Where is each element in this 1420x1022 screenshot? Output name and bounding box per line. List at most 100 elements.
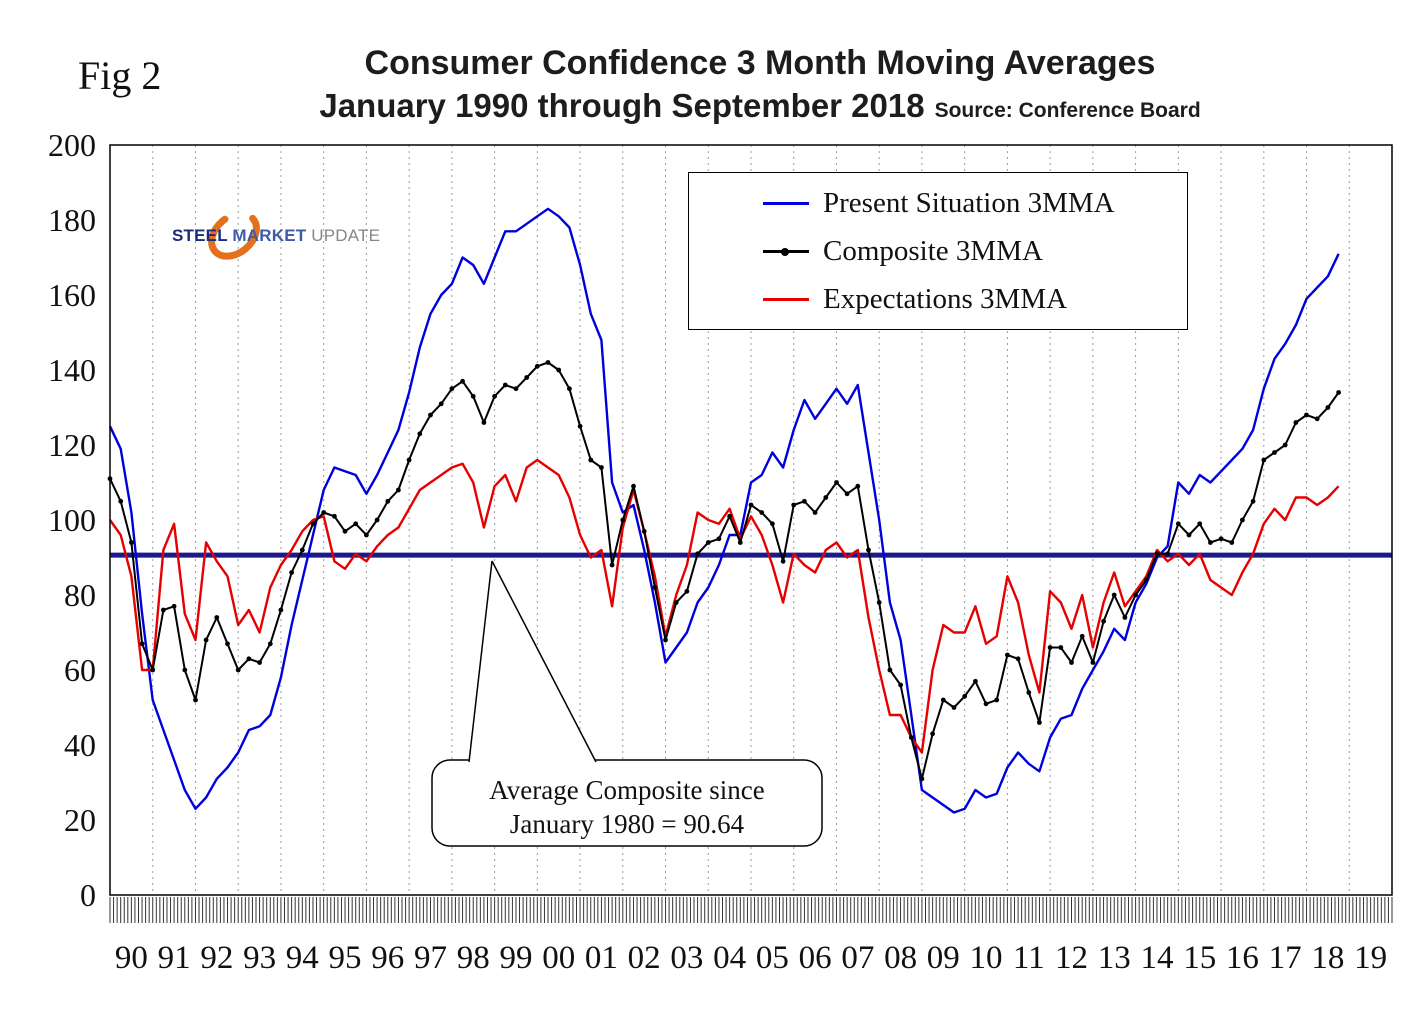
series-marker [1122, 615, 1128, 620]
series-marker [406, 457, 412, 463]
series-marker [310, 521, 316, 527]
x-axis-year-label: 13 [1098, 940, 1131, 976]
series-marker [1208, 540, 1213, 545]
series-marker [1047, 645, 1053, 650]
chart-subtitle: January 1990 through September 2018 Sourc… [100, 87, 1420, 125]
series-marker [673, 600, 679, 605]
series-marker [652, 585, 658, 590]
series-marker [1186, 532, 1192, 538]
data-series-layer [107, 207, 1341, 814]
series-marker [823, 495, 829, 500]
callout-line2: January 1980 = 90.64 [510, 809, 745, 839]
callout-tail-edge-right [491, 560, 597, 763]
series-marker [1197, 521, 1203, 527]
series-marker [631, 483, 636, 489]
y-axis-label: 20 [64, 802, 96, 838]
series-marker [193, 697, 198, 703]
series-marker [246, 656, 252, 662]
series-marker [983, 701, 989, 707]
x-axis-year-label: 16 [1226, 940, 1259, 976]
series-marker [118, 498, 124, 504]
series-marker [396, 487, 401, 493]
figure-number: Fig 2 [78, 53, 162, 98]
x-axis-year-label: 07 [841, 940, 874, 976]
series-marker [1090, 660, 1096, 665]
x-axis-year-label: 92 [200, 940, 233, 976]
x-axis-year-label: 05 [756, 940, 789, 976]
series-marker [567, 386, 572, 392]
series-marker [1250, 498, 1256, 504]
series-marker [620, 517, 626, 523]
y-axis-label: 100 [48, 502, 96, 538]
series-line-composite-3mma [109, 361, 1340, 780]
series-marker [460, 378, 465, 384]
series-marker [278, 607, 284, 613]
chart-title: Consumer Confidence 3 Month Moving Avera… [364, 44, 1156, 82]
series-marker [695, 551, 700, 557]
series-marker [267, 641, 273, 647]
callout-tail-edge-left [468, 560, 493, 763]
series-marker [1229, 540, 1235, 545]
legend-line-sample [763, 247, 809, 256]
series-marker [417, 431, 423, 437]
series-marker [481, 420, 487, 425]
chart-source: Source: Conference Board [934, 99, 1201, 123]
x-axis-year-label: 11 [1013, 940, 1045, 976]
series-marker [727, 513, 732, 519]
chart-subtitle-text: January 1990 through September 2018 [319, 87, 925, 125]
series-marker [385, 498, 391, 504]
x-axis-year-label: 18 [1311, 940, 1344, 976]
logo-word-update: UPDATE [311, 226, 381, 245]
series-marker [332, 513, 337, 519]
steel-market-update-logo: STEEL MARKET UPDATE [172, 210, 380, 262]
callout-line1: Average Composite since [489, 775, 764, 805]
legend-label: Expectations 3MMA [823, 282, 1068, 315]
series-marker [599, 465, 604, 470]
series-marker [930, 731, 935, 737]
series-marker [812, 510, 818, 515]
x-axis-year-label: 10 [970, 940, 1003, 976]
x-axis-year-label: 90 [115, 940, 148, 976]
series-marker [1175, 521, 1181, 527]
series-marker [171, 603, 177, 609]
series-marker [1240, 517, 1245, 523]
series-marker [428, 412, 433, 418]
x-axis-year-label: 94 [286, 940, 319, 976]
callout-tail [468, 561, 597, 764]
series-marker [759, 510, 765, 515]
series-marker [1069, 660, 1074, 665]
x-axis-year-label: 17 [1269, 940, 1302, 976]
series-marker [1101, 618, 1106, 624]
series-marker [684, 588, 690, 594]
series-marker [214, 615, 220, 620]
series-marker [438, 401, 444, 407]
series-marker [641, 528, 647, 534]
series-marker [235, 667, 241, 673]
logo-word-steel: STEEL [172, 226, 228, 245]
series-marker [834, 480, 839, 485]
x-axis-year-label: 09 [927, 940, 960, 976]
series-line-expectations-3mma [109, 458, 1340, 754]
series-marker [940, 697, 946, 703]
series-marker [1005, 652, 1010, 658]
series-marker [716, 536, 722, 542]
legend-dot-marker [781, 247, 789, 256]
logo-ring-graphic [208, 210, 260, 260]
logo-text: STEEL MARKET UPDATE [172, 226, 380, 246]
series-marker [1272, 450, 1277, 455]
series-marker [973, 678, 978, 684]
x-axis-year-label: 97 [414, 940, 447, 976]
legend: Present Situation 3MMA Composite 3MMA Expe… [688, 172, 1188, 330]
series-marker [844, 491, 850, 497]
x-axis-year-label: 99 [499, 940, 532, 976]
series-marker [577, 423, 583, 429]
series-marker [1314, 416, 1320, 422]
x-axis-year-label: 95 [329, 940, 362, 976]
series-marker [1079, 633, 1085, 639]
series-marker [1304, 412, 1309, 418]
y-axis-label: 80 [64, 577, 96, 613]
series-marker [1293, 420, 1299, 425]
x-axis-year-label: 00 [542, 940, 575, 976]
